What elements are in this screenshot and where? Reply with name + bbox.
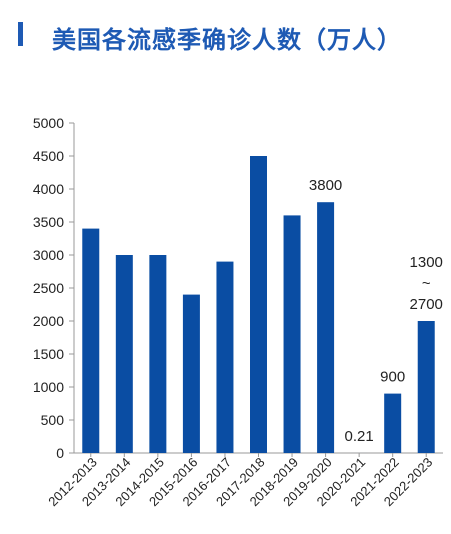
data-label-line: 0.21 bbox=[345, 428, 374, 445]
data-label: 0.21 bbox=[345, 428, 374, 445]
y-tick-label: 3500 bbox=[33, 214, 64, 230]
y-tick-label: 5000 bbox=[33, 115, 64, 131]
y-tick-label: 2000 bbox=[33, 313, 64, 329]
bar bbox=[283, 215, 301, 453]
data-label: 900 bbox=[380, 369, 405, 386]
header: 美国各流感季确诊人数（万人） bbox=[0, 0, 451, 70]
y-tick-label: 2500 bbox=[33, 280, 64, 296]
bar bbox=[115, 255, 133, 453]
data-label-line: 900 bbox=[380, 369, 405, 386]
y-tick-label: 4000 bbox=[33, 181, 64, 197]
title-accent-bar bbox=[18, 22, 23, 46]
bar bbox=[182, 294, 200, 453]
bar bbox=[250, 156, 267, 453]
data-label-line: 2700 bbox=[410, 296, 443, 313]
data-label: 3800 bbox=[309, 177, 342, 194]
bar bbox=[216, 261, 234, 453]
y-tick-label: 1500 bbox=[33, 346, 64, 362]
axis-layer: 0 500 1000 1500 2000 2500 3000 3500 4000 4500 5000 bbox=[33, 115, 443, 461]
data-label-line: 1300 bbox=[410, 254, 443, 271]
y-tick-label: 0 bbox=[56, 445, 64, 461]
bar bbox=[317, 202, 335, 453]
bar bbox=[417, 321, 435, 453]
label-layer: 2012-20132013-20142014-20152015-20162016… bbox=[45, 177, 443, 509]
bar bbox=[82, 228, 100, 453]
data-label-line: 3800 bbox=[309, 177, 342, 194]
bar-layer bbox=[82, 156, 435, 453]
y-tick-label: 500 bbox=[41, 412, 65, 428]
y-tick-label: 3000 bbox=[33, 247, 64, 263]
bar bbox=[384, 393, 402, 453]
y-tick-label: 4500 bbox=[33, 148, 64, 164]
data-label: 1300 ~2700 bbox=[410, 254, 443, 313]
bar bbox=[149, 255, 167, 453]
data-label-line: ~ bbox=[422, 275, 431, 292]
chart-title: 美国各流感季确诊人数（万人） bbox=[52, 26, 402, 54]
y-tick-label: 1000 bbox=[33, 379, 64, 395]
